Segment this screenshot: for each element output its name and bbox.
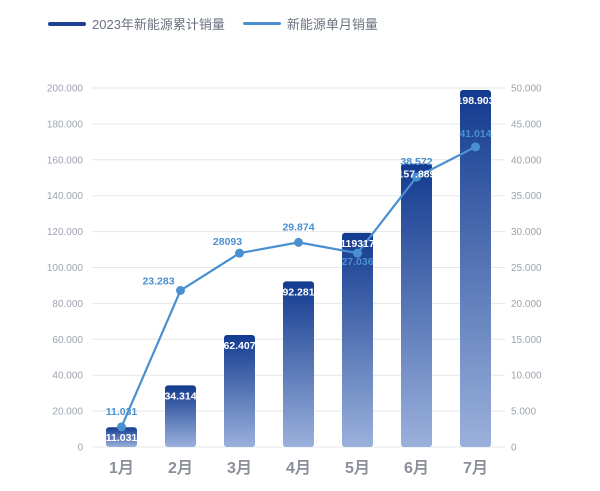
legend-bar-swatch: [48, 21, 86, 26]
y-left-tick-label: 20.000: [52, 407, 83, 418]
y-right-tick-label: 0: [511, 443, 517, 454]
y-right-tick-label: 35.000: [511, 191, 542, 202]
bar: [224, 334, 255, 447]
x-category-label: 1月: [109, 459, 134, 477]
bar: [165, 385, 196, 447]
line-data-label: 29.874: [282, 221, 314, 233]
y-left-tick-label: 80.000: [52, 299, 83, 310]
y-left-tick-label: 180.000: [47, 119, 84, 130]
y-right-tick-label: 30.000: [511, 227, 542, 238]
y-left-tick-label: 120.000: [47, 227, 84, 238]
y-right-tick-label: 20.000: [511, 299, 542, 310]
x-category-label: 3月: [227, 459, 252, 477]
legend-item-monthly: 新能源单月销量: [242, 14, 378, 33]
y-right-tick-label: 40.000: [511, 155, 542, 166]
bar: [401, 163, 432, 448]
legend-bar-label: 2023年新能源累计销量: [92, 17, 225, 32]
bar-data-label: 119317: [340, 238, 375, 250]
bar: [460, 89, 491, 447]
line-point: [471, 142, 480, 152]
bar-data-label: 62.407: [223, 340, 255, 352]
y-left-tick-label: 40.000: [52, 371, 83, 382]
y-left-tick-label: 200.000: [47, 84, 84, 95]
line-data-label: 41.014: [459, 128, 491, 140]
x-category-label: 5月: [345, 459, 370, 477]
chart-legend: 2023年新能源累计销量 新能源单月销量: [48, 14, 378, 33]
bar-data-label: 34.314: [164, 390, 196, 402]
line-data-label: 23.283: [142, 275, 174, 287]
bar-data-label: 198.903: [457, 95, 495, 107]
bar-data-label: 157.889: [398, 169, 436, 181]
x-category-label: 7月: [463, 459, 488, 477]
line-point: [294, 237, 303, 247]
line-point: [117, 422, 126, 432]
bar: [106, 427, 137, 447]
line-data-label: 11.031: [106, 406, 138, 418]
legend-line-swatch: [242, 22, 281, 25]
y-right-tick-label: 50.000: [511, 84, 542, 95]
line-point: [412, 172, 421, 182]
line-data-label: 27.036: [341, 256, 373, 268]
x-category-label: 2月: [168, 459, 193, 477]
bar: [342, 232, 373, 447]
y-left-tick-label: 100.000: [47, 263, 84, 274]
y-right-tick-label: 25.000: [511, 263, 542, 274]
y-right-tick-label: 15.000: [511, 335, 542, 346]
line-data-label: 28093: [213, 236, 242, 248]
bar-data-label: 92.281: [282, 286, 314, 298]
y-right-tick-label: 5.000: [511, 407, 536, 418]
line-point: [353, 248, 362, 258]
legend-line-label: 新能源单月销量: [286, 17, 378, 32]
x-category-label: 4月: [286, 459, 311, 477]
y-left-tick-label: 60.000: [52, 335, 83, 346]
x-category-label: 6月: [404, 459, 429, 477]
bar-data-label: 11.031: [106, 432, 138, 444]
y-left-tick-label: 0: [77, 443, 83, 454]
line-point: [235, 248, 244, 258]
line-data-label: 38.572: [400, 156, 432, 168]
bar: [283, 281, 314, 447]
line-point: [176, 285, 185, 295]
y-right-tick-label: 45.000: [511, 119, 542, 130]
y-left-tick-label: 140.000: [47, 191, 84, 202]
legend-item-cumulative: 2023年新能源累计销量: [48, 14, 225, 33]
y-left-tick-label: 160.000: [47, 155, 84, 166]
y-right-tick-label: 10.000: [511, 371, 542, 382]
